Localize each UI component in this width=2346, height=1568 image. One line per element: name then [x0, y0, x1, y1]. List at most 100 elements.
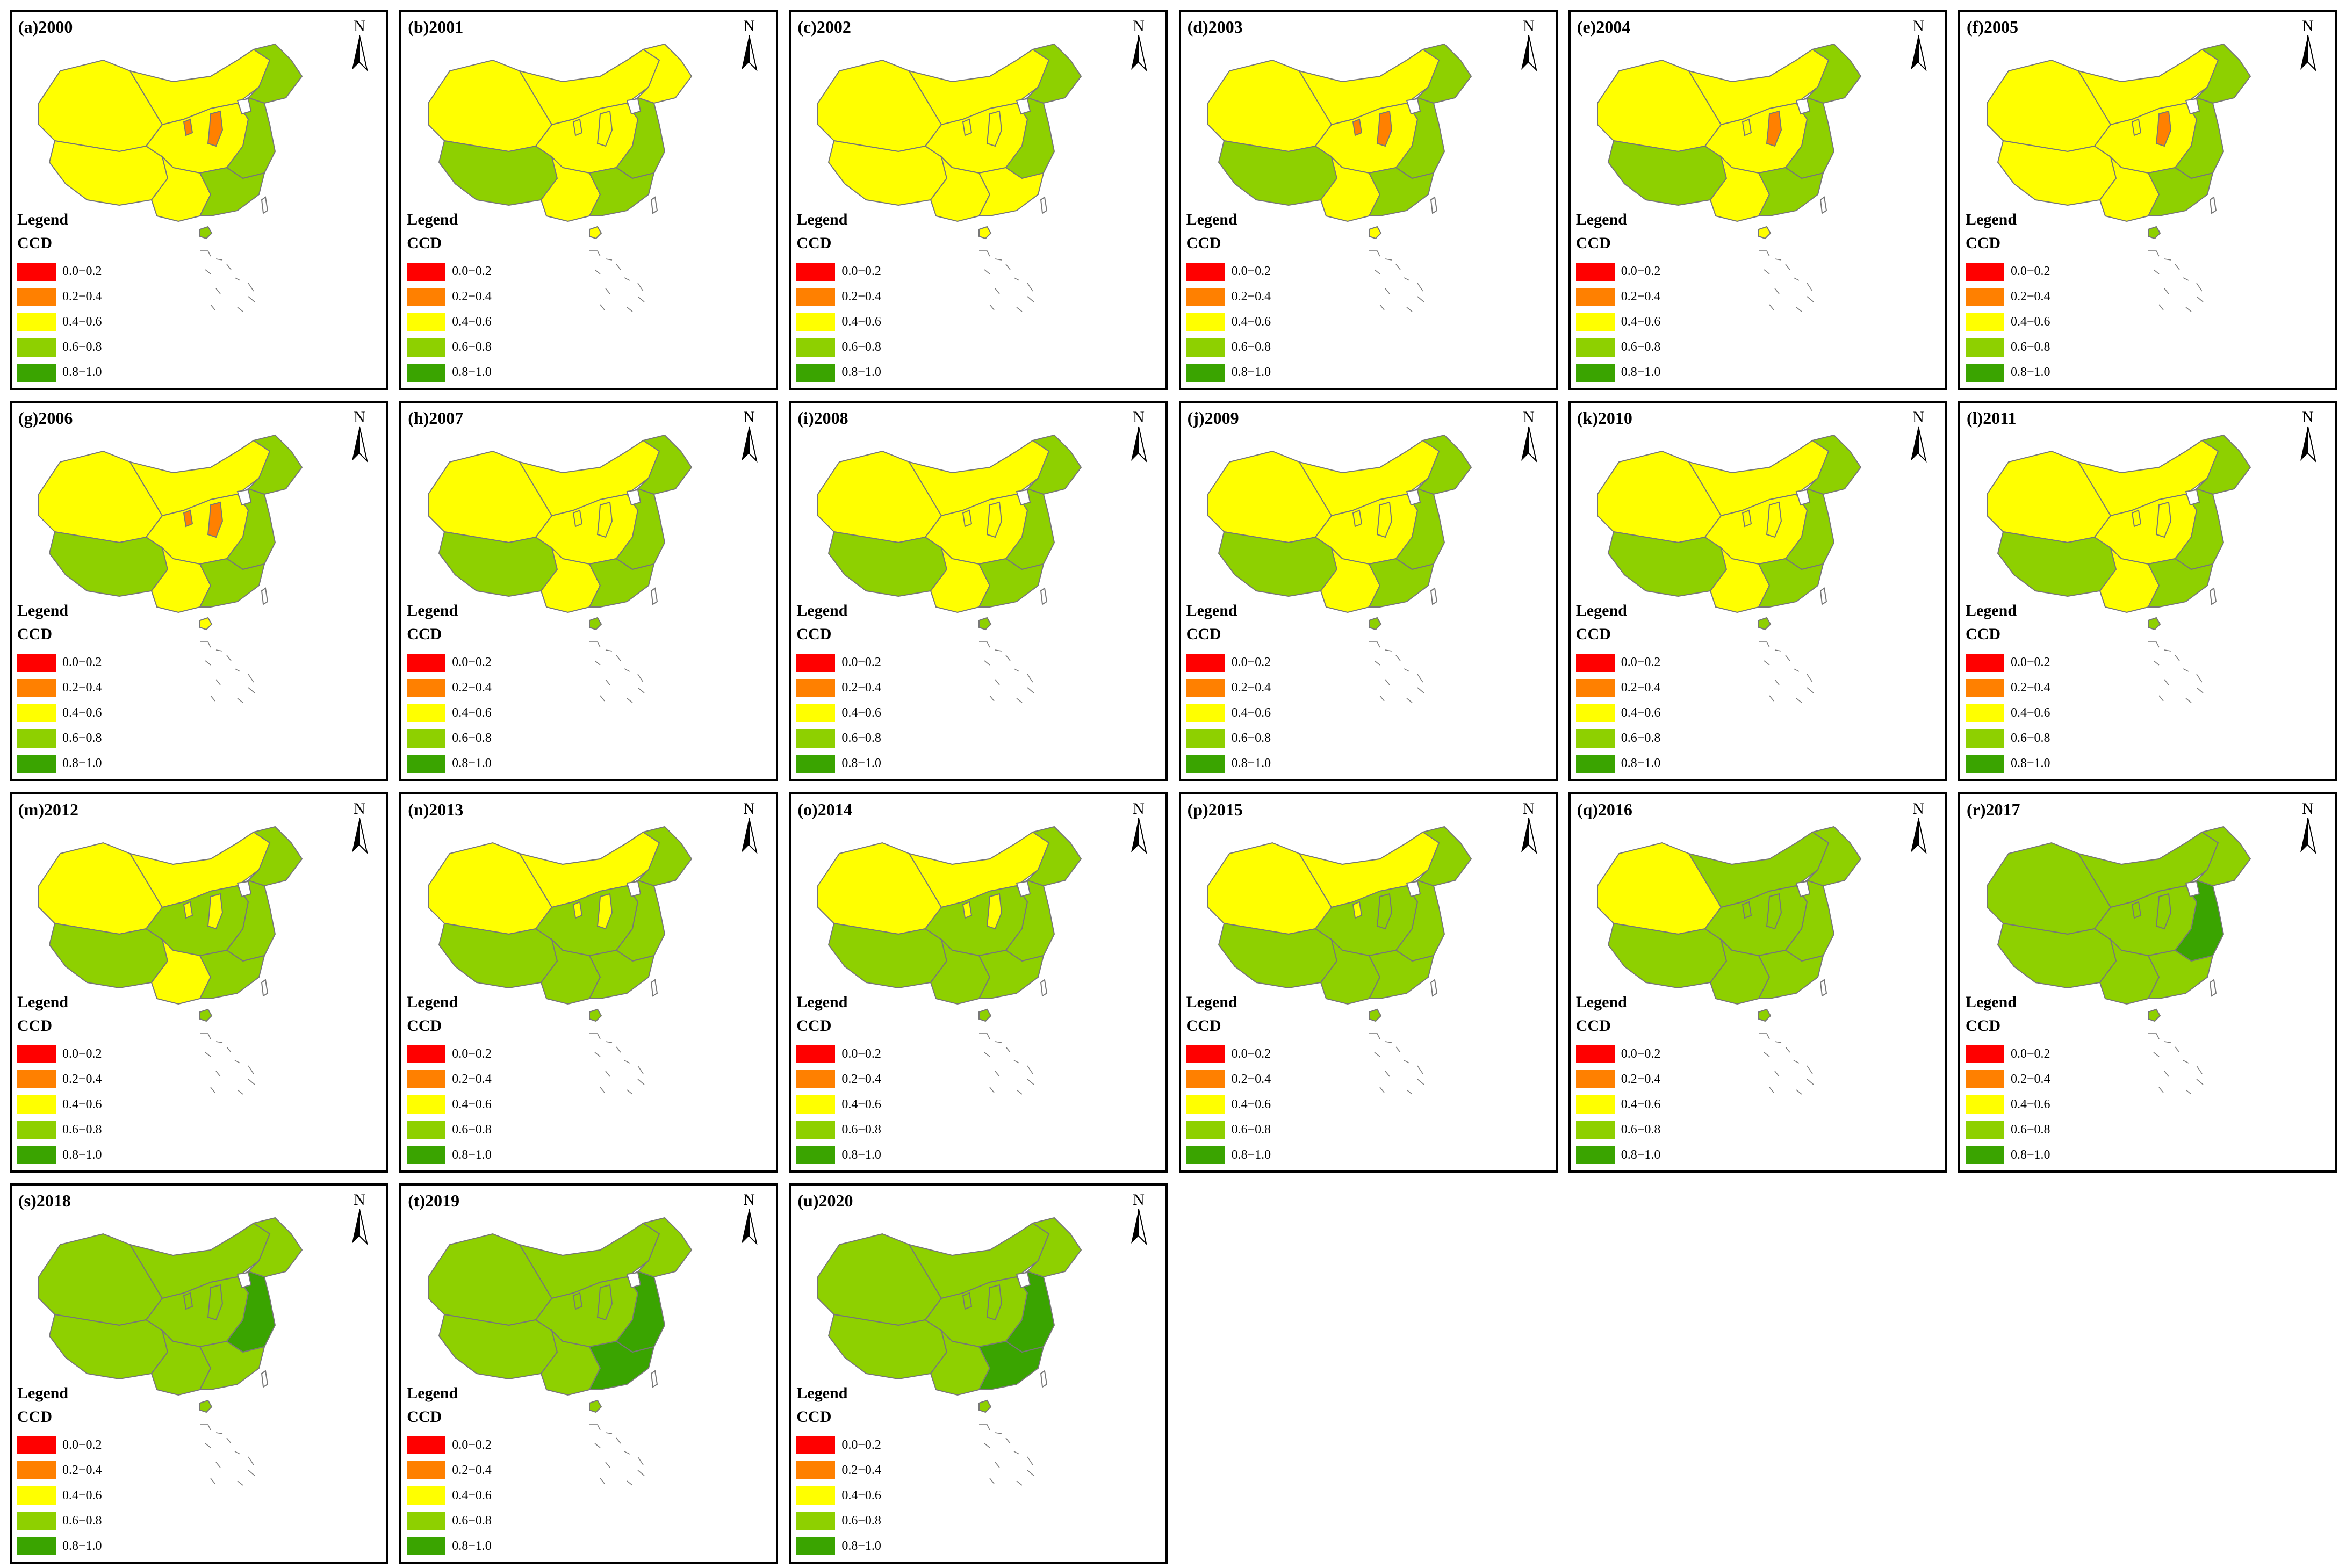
north-arrow-icon: N: [1521, 800, 1537, 854]
legend-item: 0.2−0.4: [796, 1458, 881, 1483]
map-panel-7: (g)2006 N: [10, 401, 388, 782]
legend-item: 0.4−0.6: [407, 1483, 492, 1508]
region-shanxi: [987, 110, 1003, 147]
legend-item: 0.8−1.0: [1186, 1143, 1271, 1168]
legend-item: 0.0−0.2: [17, 650, 102, 675]
legend-item: 0.6−0.8: [1966, 726, 2050, 751]
legend-swatch: [796, 704, 836, 722]
legend-item: 0.8−1.0: [1966, 1143, 2050, 1168]
panel-title: (r)2017: [1967, 799, 2020, 819]
legend-swatch: [1575, 262, 1615, 281]
legend-item: 0.8−1.0: [1966, 360, 2050, 385]
region-hainan: [589, 226, 602, 240]
region-ningxia: [1352, 901, 1362, 919]
legend-label: 0.2−0.4: [2011, 681, 2050, 695]
legend: Legend CCD 0.0−0.2 0.2−0.4 0.4−0.6 0.6−0.8 0…: [1575, 993, 1661, 1168]
legend-label: 0.0−0.2: [62, 655, 102, 670]
legend-item: 0.8−1.0: [17, 1534, 102, 1559]
legend-swatch: [1966, 287, 2004, 306]
china-map: [1207, 826, 1472, 1095]
legend-label: 0.0−0.2: [841, 264, 881, 278]
legend-swatch: [1966, 754, 2004, 773]
region-ningxia: [1741, 901, 1752, 919]
legend-label: 0.8−1.0: [62, 365, 102, 379]
region-northeast: [2196, 43, 2251, 104]
legend-swatch: [1575, 1045, 1615, 1064]
legend-item: 0.6−0.8: [796, 1117, 881, 1143]
legend-item: 0.2−0.4: [1186, 1067, 1271, 1092]
region-tibet: [828, 140, 948, 206]
legend-swatch: [796, 754, 836, 773]
legend-item: 0.2−0.4: [1575, 284, 1660, 309]
legend: Legend CCD 0.0−0.2 0.2−0.4 0.4−0.6 0.6−0.8 0…: [17, 602, 102, 776]
legend-swatch: [407, 729, 446, 748]
svg-text:N: N: [354, 408, 365, 426]
legend: Legend CCD 0.0−0.2 0.2−0.4 0.4−0.6 0.6−0.8 0…: [1575, 602, 1660, 776]
panel-title: (e)2004: [1577, 17, 1631, 37]
north-arrow-icon: N: [1131, 408, 1148, 463]
region-shanxi: [597, 110, 613, 147]
china-map: [428, 435, 693, 703]
region-shanxi: [1376, 893, 1392, 929]
panel-title: (a)2000: [18, 17, 73, 37]
legend-subtitle: CCD: [1966, 234, 2000, 252]
legend-label: 0.2−0.4: [452, 1463, 492, 1477]
panel-title: (t)2019: [408, 1190, 460, 1210]
region-tibet: [48, 531, 169, 597]
legend-swatch: [1575, 729, 1615, 748]
legend-swatch: [1575, 1070, 1615, 1089]
legend-swatch: [17, 1045, 56, 1064]
panel-title: (n)2013: [408, 799, 464, 819]
region-tibet: [48, 922, 169, 988]
legend-swatch: [1186, 729, 1225, 748]
region-southeast: [2147, 558, 2214, 608]
legend-swatch: [407, 363, 446, 382]
legend-item: 0.0−0.2: [1575, 650, 1660, 675]
legend-label: 0.0−0.2: [452, 1046, 492, 1061]
legend-item: 0.6−0.8: [1966, 335, 2050, 360]
north-arrow-icon: N: [352, 1191, 368, 1246]
legend-swatch: [1575, 363, 1615, 382]
legend-label: 0.0−0.2: [452, 655, 492, 670]
legend-item: 0.2−0.4: [1575, 1067, 1660, 1092]
region-shanxi: [2155, 502, 2172, 538]
legend-label: 0.8−1.0: [2011, 1147, 2050, 1162]
legend-label: 0.0−0.2: [841, 1437, 881, 1452]
legend-item: 0.0−0.2: [407, 1433, 492, 1458]
legend-item: 0.0−0.2: [407, 259, 492, 284]
legend-swatch: [1966, 1070, 2004, 1089]
legend-item: 0.8−1.0: [1966, 751, 2050, 776]
legend-title: Legend: [796, 993, 848, 1011]
legend-swatch: [17, 1146, 56, 1165]
map-panel-12: (l)2011 N: [1958, 401, 2337, 782]
region-southeast: [588, 558, 655, 608]
north-arrow-icon: N: [352, 800, 368, 854]
region-ningxia: [573, 118, 583, 136]
legend-label: 0.2−0.4: [841, 1463, 881, 1477]
region-ningxia: [183, 118, 193, 136]
region-northeast: [637, 826, 693, 886]
region-shanxi: [987, 502, 1003, 538]
north-arrow-icon: N: [1131, 17, 1148, 72]
region-ningxia: [2131, 118, 2142, 136]
legend-label: 0.0−0.2: [841, 655, 881, 670]
legend-swatch: [796, 1121, 836, 1139]
legend-swatch: [17, 1537, 56, 1556]
legend-item: 0.4−0.6: [796, 309, 881, 335]
map-panel-19: (s)2018 N: [10, 1183, 388, 1564]
legend-label: 0.8−1.0: [841, 1538, 881, 1553]
legend-label: 0.0−0.2: [1231, 264, 1271, 278]
legend: Legend CCD 0.0−0.2 0.2−0.4 0.4−0.6 0.6−0.8 0…: [407, 211, 492, 385]
legend-item: 0.0−0.2: [796, 1433, 881, 1458]
legend-label: 0.0−0.2: [1621, 1046, 1661, 1061]
legend-item: 0.0−0.2: [796, 650, 881, 675]
map-panel-17: (q)2016 N: [1568, 792, 1947, 1173]
map-panel-10: (j)2009 N: [1178, 401, 1558, 782]
legend-label: 0.2−0.4: [62, 681, 102, 695]
legend-subtitle: CCD: [17, 1407, 52, 1426]
legend-item: 0.0−0.2: [407, 1042, 492, 1067]
legend: Legend CCD 0.0−0.2 0.2−0.4 0.4−0.6 0.6−0.8 0…: [796, 1384, 881, 1559]
region-tibet: [1997, 140, 2117, 206]
map-panel-3: (c)2002 N: [789, 10, 1168, 390]
legend-swatch: [407, 653, 446, 672]
